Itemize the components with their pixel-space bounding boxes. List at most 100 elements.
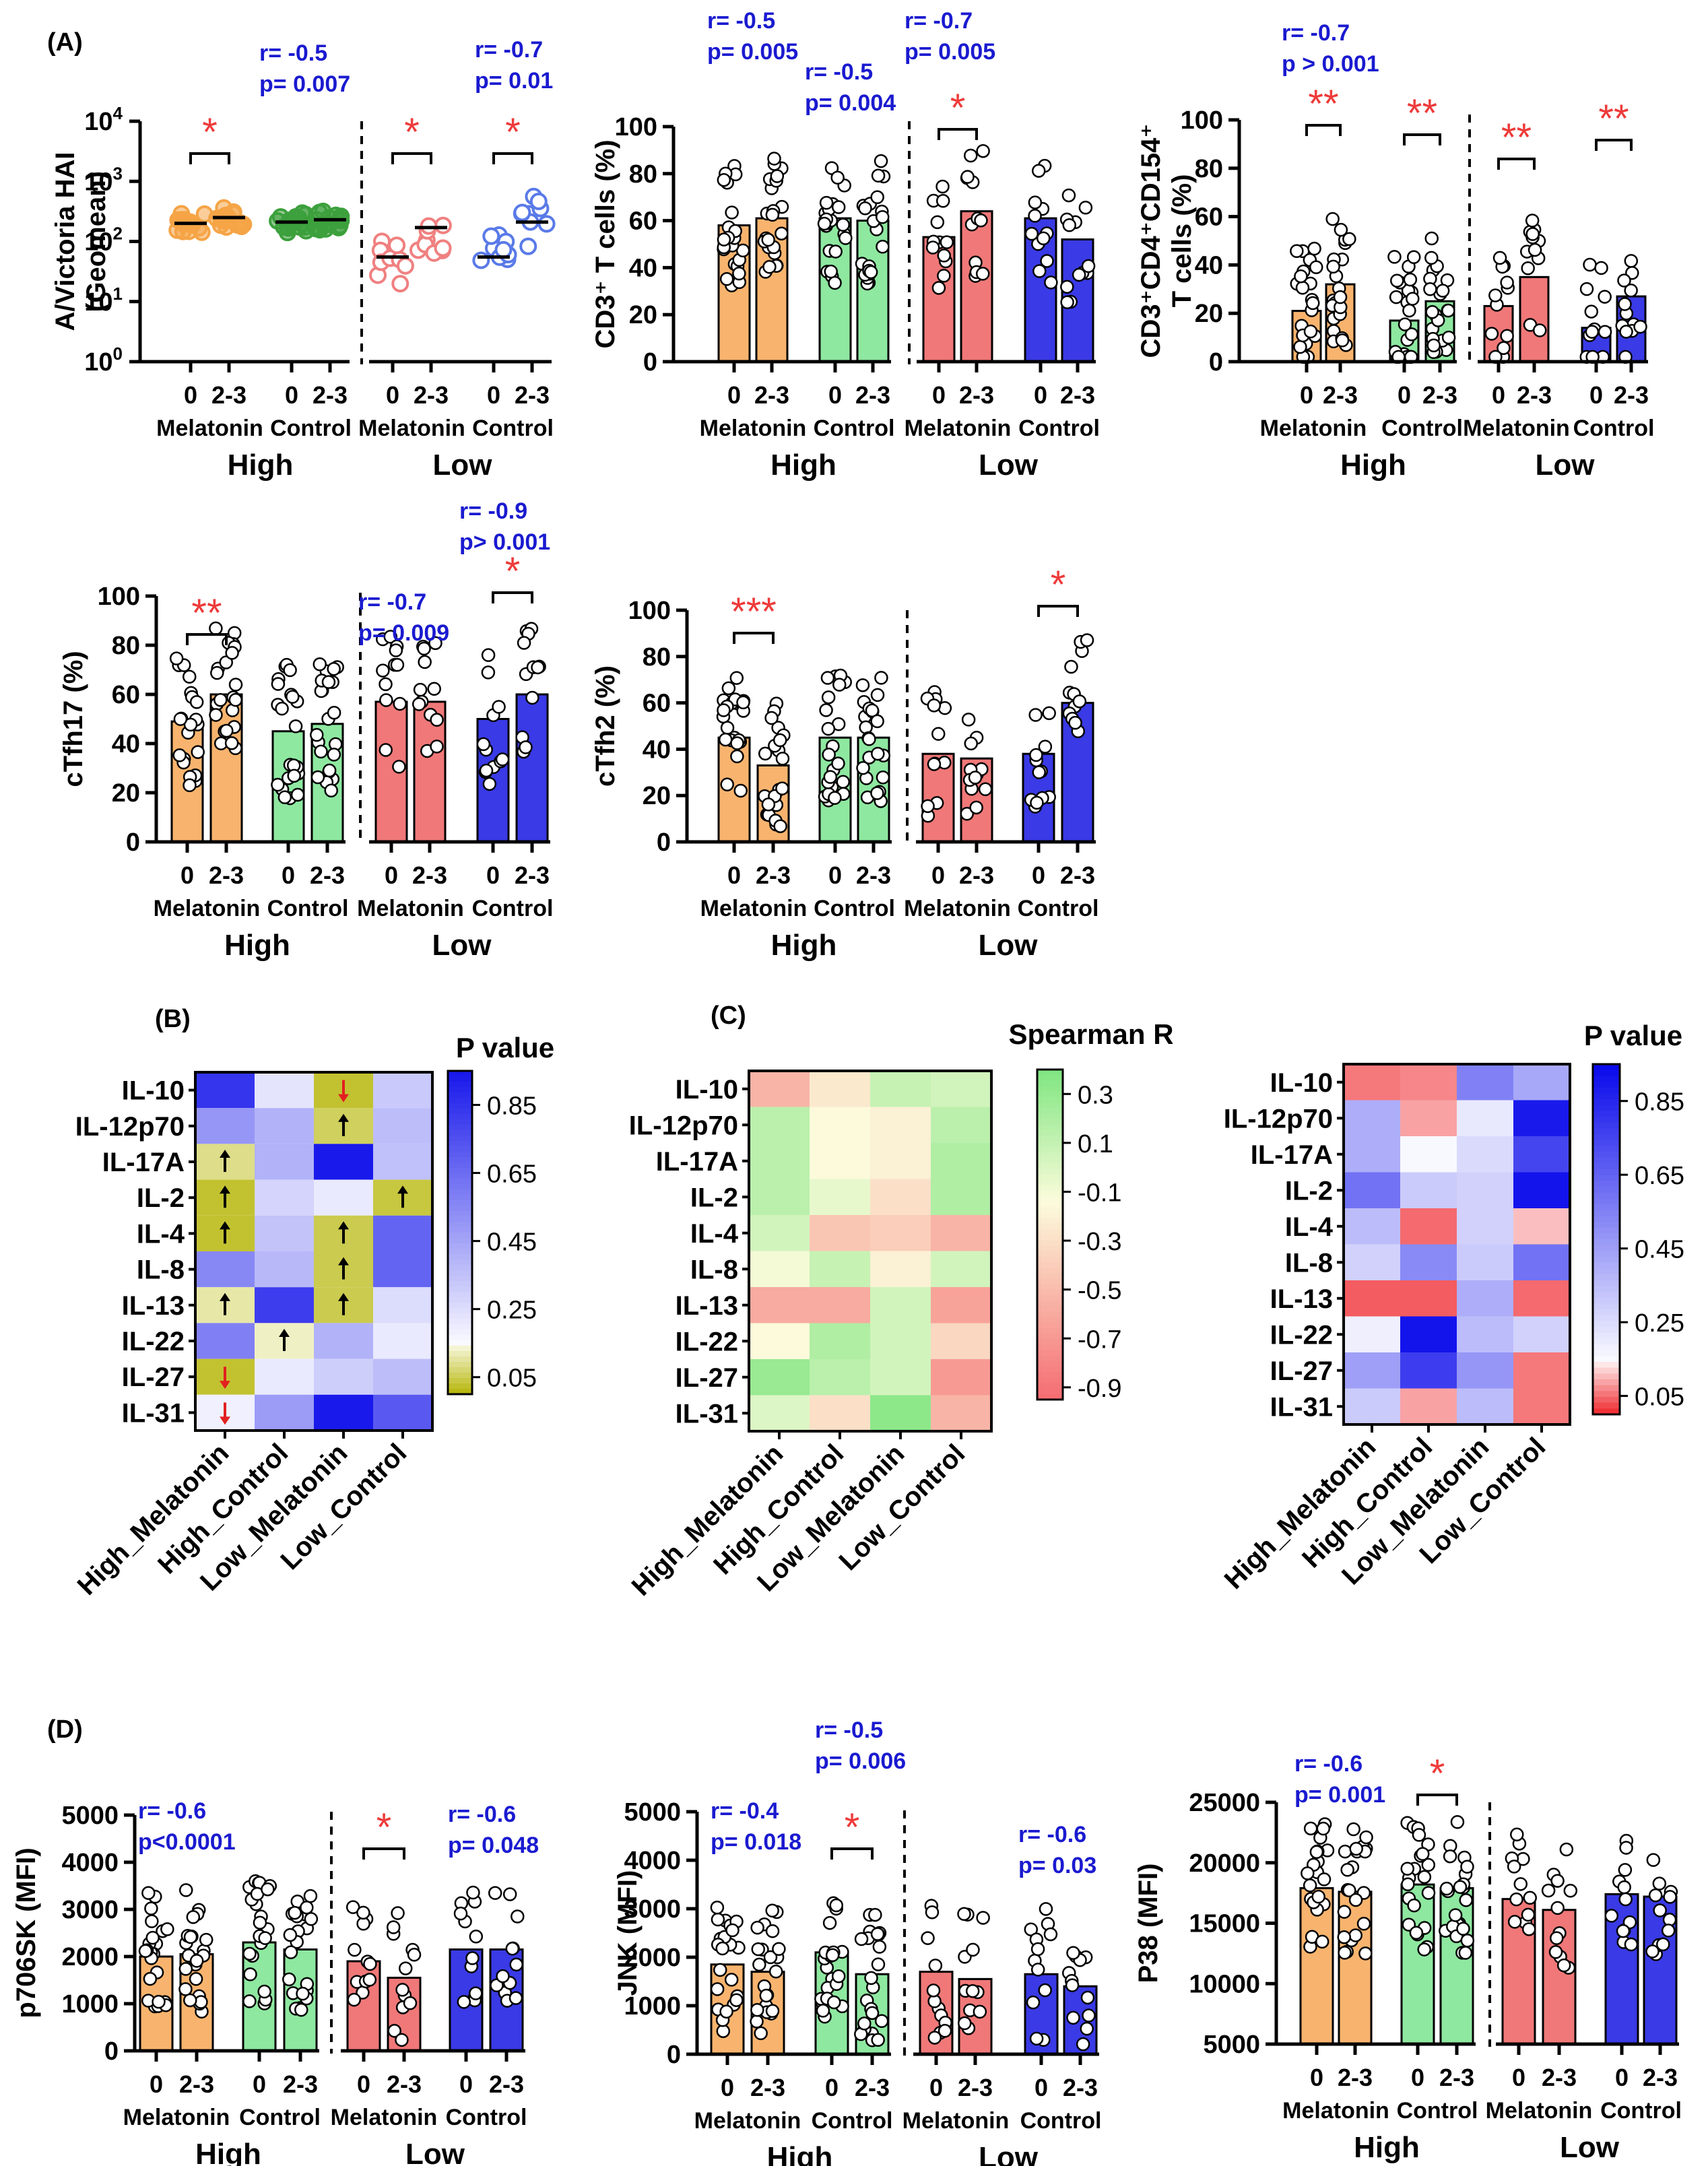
data-point xyxy=(865,2006,880,2021)
colorbar-segment xyxy=(1593,1187,1620,1193)
significance-star: * xyxy=(950,86,966,130)
colorbar-segment xyxy=(448,1168,472,1174)
time-label: 0 xyxy=(1300,381,1313,409)
data-point xyxy=(1028,708,1043,722)
data-point xyxy=(1435,284,1450,298)
significance-bracket xyxy=(1416,1794,1458,1806)
data-point xyxy=(1403,272,1418,287)
colorbar-segment xyxy=(1037,1157,1063,1164)
time-label: 0 xyxy=(1512,2064,1525,2091)
time-label: 2-3 xyxy=(179,2070,214,2098)
y-tick-label: 104 xyxy=(84,103,123,136)
data-point xyxy=(1043,1927,1058,1942)
colorbar-segment xyxy=(1593,1292,1620,1299)
data-point xyxy=(717,172,731,187)
data-point xyxy=(391,1906,405,1920)
stat-annotation: p= 0.007 xyxy=(259,71,350,97)
heatmap-cell xyxy=(1513,1100,1570,1136)
data-point xyxy=(1326,259,1340,274)
data-point xyxy=(1409,1926,1424,1940)
data-point xyxy=(465,1951,480,1965)
colorbar-segment xyxy=(1037,1344,1063,1351)
heatmap-cell xyxy=(1344,1244,1400,1280)
colorbar-segment xyxy=(1593,1245,1620,1252)
data-point xyxy=(144,1901,158,1915)
colorbar-segment xyxy=(1037,1256,1063,1263)
data-point xyxy=(257,1984,271,1999)
stat-annotation: p= 0.018 xyxy=(711,1829,801,1855)
significance-star: *** xyxy=(731,590,777,634)
data-point xyxy=(1315,1934,1329,1949)
time-label: 2-3 xyxy=(1338,2064,1373,2091)
heatmap-cell xyxy=(1400,1280,1457,1317)
y-axis-title: P38 (MFI) xyxy=(1134,1864,1163,1983)
colorbar-segment xyxy=(1593,1146,1620,1152)
data-point xyxy=(283,1928,298,1942)
data-point xyxy=(1402,303,1416,318)
data-point xyxy=(974,214,988,228)
data-point xyxy=(160,1922,174,1936)
data-point xyxy=(1066,1946,1080,1960)
time-label: 0 xyxy=(1615,2064,1629,2091)
colorbar-label: 0.1 xyxy=(1078,1130,1113,1158)
heatmap-cell xyxy=(1344,1208,1400,1245)
stat-annotation: r= -0.9 xyxy=(459,498,527,524)
data-point xyxy=(817,216,832,231)
data-point xyxy=(1521,1922,1536,1936)
stat-annotation: r= -0.5 xyxy=(259,40,327,66)
colorbar-segment xyxy=(1593,1204,1620,1211)
data-point xyxy=(387,2024,401,2038)
heatmap-cell xyxy=(1513,1136,1570,1173)
arrow-icon xyxy=(338,1292,349,1301)
arrow-icon xyxy=(220,1221,230,1230)
colorbar-segment xyxy=(1593,1373,1620,1380)
colorbar-segment xyxy=(448,1238,472,1244)
significance-bracket xyxy=(391,152,432,164)
data-point xyxy=(418,655,432,669)
time-label: 0 xyxy=(1589,381,1603,409)
data-point xyxy=(821,690,836,704)
arrow-icon xyxy=(279,1329,290,1337)
y-tick-label: 20000 xyxy=(1189,1849,1260,1878)
heatmap-cell xyxy=(870,1179,931,1215)
data-point xyxy=(390,657,405,672)
data-point xyxy=(379,693,393,707)
data-point xyxy=(427,682,441,696)
significance-star: ** xyxy=(191,591,222,635)
data-point xyxy=(775,226,789,240)
data-point xyxy=(1497,341,1511,355)
group-label: Control xyxy=(1018,416,1100,441)
colorbar-segment xyxy=(1037,1306,1063,1313)
data-point xyxy=(386,1920,401,1934)
panel-label-a: (A) xyxy=(47,28,83,57)
group-label: Melatonin xyxy=(904,896,1011,921)
data-point xyxy=(347,1992,361,2007)
heatmap-cell xyxy=(810,1215,870,1251)
colorbar-segment xyxy=(1593,1257,1620,1264)
data-point xyxy=(730,749,744,764)
heatmap-cell xyxy=(1344,1352,1400,1389)
data-point xyxy=(836,218,850,232)
row-label: IL-31 xyxy=(122,1398,185,1428)
heatmap-cell xyxy=(931,1323,991,1359)
row-label: IL-17A xyxy=(102,1148,185,1177)
colorbar-segment xyxy=(1037,1350,1063,1356)
row-label: IL-10 xyxy=(122,1076,185,1106)
significance-bracket xyxy=(1403,133,1441,145)
stat-annotation: p= 0.001 xyxy=(1294,1782,1385,1808)
colorbar-segment xyxy=(1037,1289,1063,1296)
data-point xyxy=(872,1940,887,1954)
data-point xyxy=(874,2014,889,2029)
data-point xyxy=(720,721,735,735)
data-point xyxy=(1421,1886,1436,1900)
heatmap-cell xyxy=(373,1287,432,1323)
group-label: Control xyxy=(1573,416,1655,441)
time-label: 0 xyxy=(828,861,842,889)
data-point xyxy=(823,770,838,784)
data-point xyxy=(389,643,403,657)
data-point xyxy=(1507,1860,1521,1874)
data-point xyxy=(379,743,393,757)
data-point xyxy=(476,737,491,752)
colorbar-segment xyxy=(1037,1202,1063,1208)
